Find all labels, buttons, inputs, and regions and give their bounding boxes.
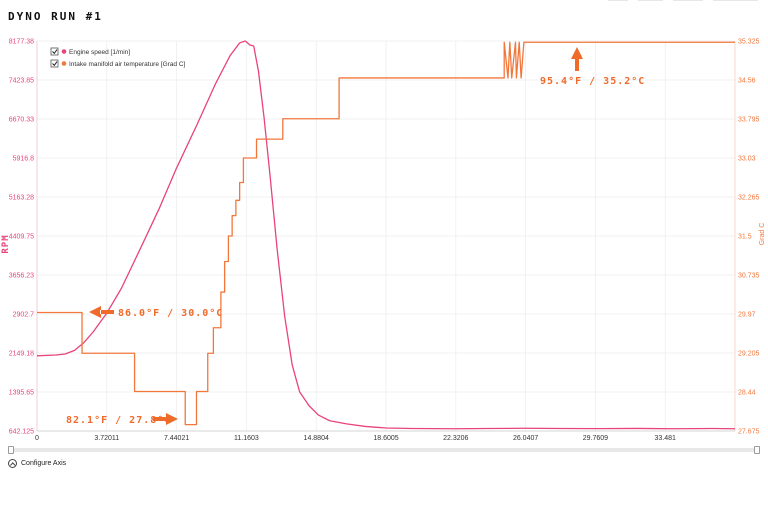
x-tick-label: 0: [35, 435, 39, 442]
x-tick-label: 26.0407: [513, 435, 538, 442]
right-axis-label: Grad C: [759, 223, 766, 246]
right-tick-label: 29.97: [738, 312, 756, 319]
checkmark-icon: [52, 49, 58, 55]
legend-dot-rpm: [61, 49, 67, 54]
annotation-start-text: 86.0°F / 30.0°C: [118, 308, 223, 319]
annotation-max: 95.4°F / 35.2°C: [540, 47, 645, 87]
x-tick-label: 11.1603: [234, 435, 259, 442]
chevron-up-circle-icon: [8, 459, 17, 468]
right-axis-ticks: 35.325 34.56 33.795 33.03 32.265 31.5 30.735 29…: [738, 39, 760, 436]
series-line-rpm: [36, 40, 736, 430]
right-tick-label: 27.675: [738, 429, 760, 436]
x-tick-label: 29.7609: [583, 435, 608, 442]
scroll-handle-left[interactable]: [8, 446, 14, 454]
x-tick-label: 14.8804: [304, 435, 329, 442]
series-layer: [36, 40, 736, 430]
x-axis-ticks: 0 3.72011 7.44021 11.1603 14.8804 18.6005 22.3…: [35, 435, 676, 442]
checkmark-icon: [52, 61, 58, 67]
right-tick-label: 29.205: [738, 351, 760, 358]
arrow-right-icon: [153, 413, 178, 425]
chart-grid: [36, 40, 736, 432]
right-tick-label: 32.265: [738, 195, 760, 202]
x-tick-label: 22.3206: [443, 435, 468, 442]
left-tick-label: 642.125: [9, 429, 34, 436]
checkbox-icon[interactable]: [50, 47, 59, 56]
scroll-handle-right[interactable]: [754, 446, 760, 454]
left-tick-label: 7423.85: [9, 78, 34, 85]
legend-item-rpm[interactable]: Engine speed [1/min]: [50, 47, 130, 56]
legend-label-temp: Intake manifold air temperature [Grad C]: [69, 61, 186, 68]
left-tick-label: 2902.7: [13, 312, 35, 319]
arrow-left-icon: [89, 306, 114, 318]
series-line-temp: [37, 41, 735, 426]
left-tick-label: 1395.65: [9, 390, 34, 397]
legend: Engine speed [1/min] Intake manifold air…: [50, 47, 186, 68]
right-tick-label: 34.56: [738, 78, 756, 85]
annotation-start: 86.0°F / 30.0°C: [89, 306, 223, 319]
x-tick-label: 3.72011: [94, 435, 119, 442]
annotation-max-text: 95.4°F / 35.2°C: [540, 76, 645, 87]
left-tick-label: 5916.8: [13, 156, 35, 163]
configure-axis-label: Configure Axis: [21, 460, 67, 467]
scroll-track[interactable]: [8, 448, 760, 452]
right-tick-label: 33.795: [738, 117, 760, 124]
annotation-min-text: 82.1°F / 27.8°C: [66, 415, 171, 426]
dyno-chart[interactable]: 8177.38 7423.85 6670.33 5916.8 5163.28 4409.7…: [0, 0, 768, 445]
x-tick-label: 33.481: [655, 435, 677, 442]
legend-dot-temp: [61, 61, 67, 66]
right-tick-label: 35.325: [738, 39, 760, 46]
left-axis-label: RPM: [1, 234, 11, 253]
configure-axis-button[interactable]: Configure Axis: [8, 459, 66, 468]
x-tick-label: 18.6005: [373, 435, 398, 442]
left-axis-ticks: 8177.38 7423.85 6670.33 5916.8 5163.28 4409.7…: [9, 39, 34, 436]
right-tick-label: 31.5: [738, 234, 752, 241]
x-range-scrollbar[interactable]: [8, 446, 760, 454]
left-tick-label: 8177.38: [9, 39, 34, 46]
checkbox-icon[interactable]: [50, 59, 59, 68]
left-tick-label: 5163.28: [9, 195, 34, 202]
right-tick-label: 28.44: [738, 390, 756, 397]
arrow-up-icon: [571, 47, 583, 71]
legend-label-rpm: Engine speed [1/min]: [69, 49, 130, 56]
left-tick-label: 6670.33: [9, 117, 34, 124]
right-tick-label: 30.735: [738, 273, 760, 280]
annotation-min: 82.1°F / 27.8°C: [66, 413, 178, 426]
left-tick-label: 2149.18: [9, 351, 34, 358]
x-tick-label: 7.44021: [164, 435, 189, 442]
legend-item-temp[interactable]: Intake manifold air temperature [Grad C]: [50, 59, 186, 68]
left-tick-label: 3656.23: [9, 273, 34, 280]
left-tick-label: 4409.75: [9, 234, 34, 241]
right-tick-label: 33.03: [738, 156, 756, 163]
page-title: DYNO RUN #1: [8, 10, 103, 23]
